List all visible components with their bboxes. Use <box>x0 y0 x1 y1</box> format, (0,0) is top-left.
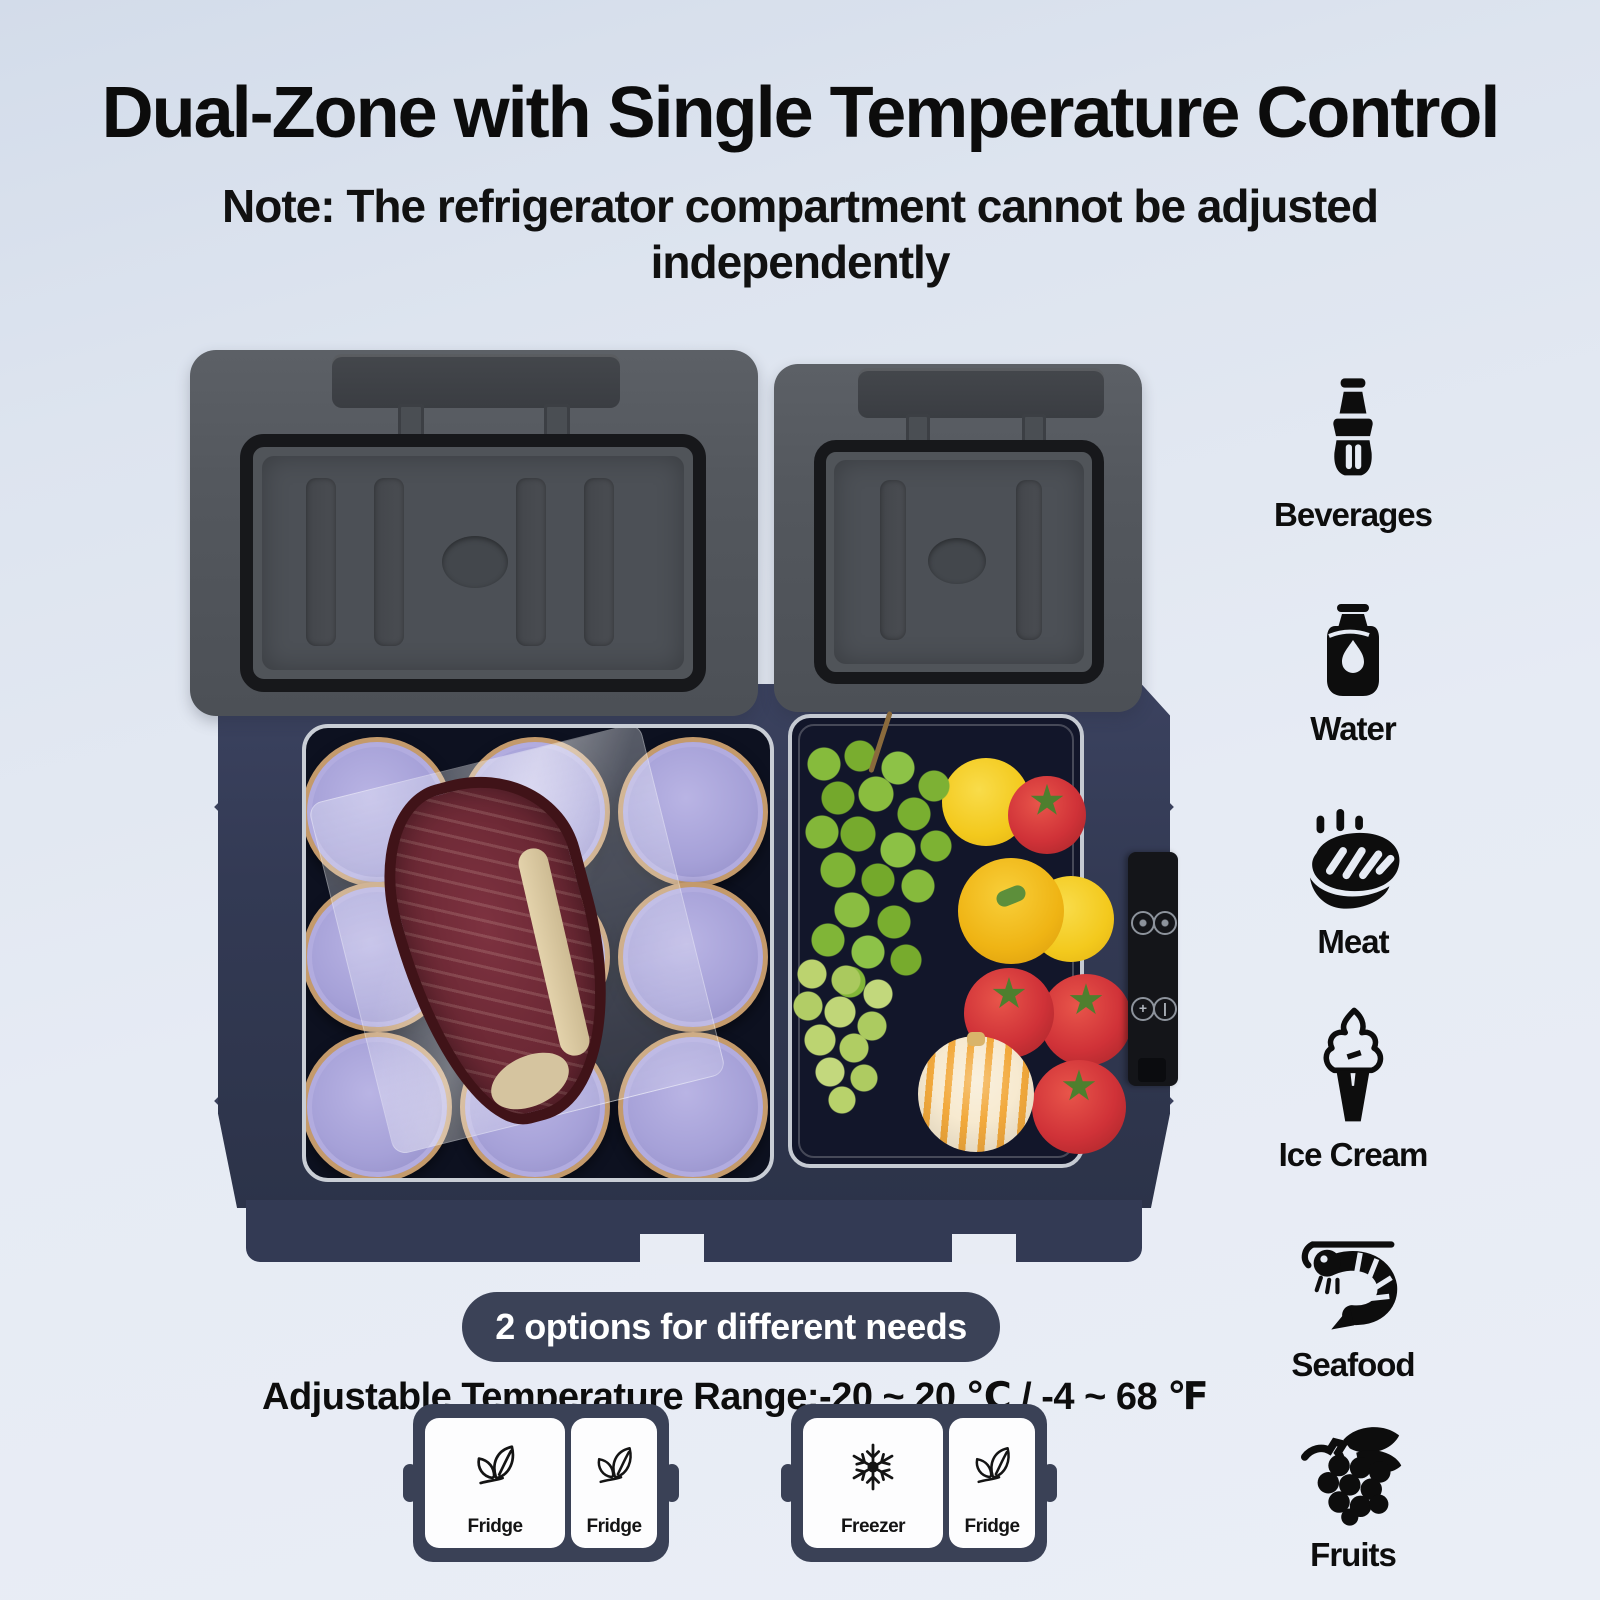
bell-pepper <box>958 858 1064 964</box>
steak-icon <box>1292 775 1414 915</box>
lid-rib <box>516 478 546 646</box>
category-item-beverages: Beverages <box>1243 348 1463 534</box>
compartment-label: Fridge <box>964 1516 1020 1537</box>
lid-rib <box>880 480 906 640</box>
tomato <box>1032 1060 1126 1154</box>
category-item-seafood: Seafood <box>1243 1198 1463 1384</box>
shrimp-icon <box>1296 1198 1410 1338</box>
page-title: Dual-Zone with Single Temperature Contro… <box>101 73 1501 153</box>
category-label: Seafood <box>1291 1346 1415 1383</box>
food-cup <box>306 1032 452 1178</box>
card-compartment: Fridge <box>425 1418 565 1548</box>
snowflake-icon <box>847 1418 899 1516</box>
grapes-icon <box>1294 1388 1412 1528</box>
lid-recess <box>928 538 986 584</box>
category-label: Beverages <box>1274 496 1433 533</box>
lid-rib <box>584 478 614 646</box>
compartment-label: Fridge <box>467 1516 523 1537</box>
option-card-freezer-fridge: Freezer Fridge <box>781 1404 1057 1562</box>
tomato <box>1040 974 1132 1066</box>
category-item-fruits: Fruits <box>1243 1388 1463 1574</box>
lid-recess <box>442 536 508 588</box>
category-label: Meat <box>1317 923 1389 960</box>
category-label: Ice Cream <box>1278 1136 1429 1173</box>
power-button: | <box>1153 997 1177 1021</box>
category-label: Water <box>1310 710 1396 747</box>
options-badge: 2 options for different needs <box>462 1292 1000 1362</box>
lid-rib <box>374 478 404 646</box>
category-item-water: Water <box>1243 562 1463 748</box>
note-line-1: Note: The refrigerator compartment canno… <box>222 180 1379 232</box>
mini-pumpkin <box>918 1032 1034 1152</box>
option-card-fridge-fridge: Fridge Fridge <box>403 1404 679 1562</box>
left-lid-latch <box>332 354 620 408</box>
light-grapes-cluster <box>784 950 914 1150</box>
lid-rib <box>1016 480 1042 640</box>
panel-connector <box>1138 1058 1166 1082</box>
base-notch <box>952 1234 1016 1264</box>
card-compartment: Freezer <box>803 1418 943 1548</box>
plus-button: + <box>1131 997 1155 1021</box>
settings-button <box>1153 911 1177 935</box>
card-compartment: Fridge <box>949 1418 1035 1548</box>
temp-unit-button <box>1131 911 1155 935</box>
compartment-label: Fridge <box>586 1516 642 1537</box>
ice-cream-icon <box>1314 988 1392 1128</box>
note-text: Note: The refrigerator compartment canno… <box>0 178 1600 290</box>
base-notch <box>640 1234 704 1264</box>
leaf-icon <box>468 1418 522 1516</box>
leaf-icon <box>967 1418 1017 1516</box>
compartment-label: Freezer <box>840 1516 906 1537</box>
category-label: Fruits <box>1310 1536 1397 1573</box>
bottle-icon <box>1320 348 1386 488</box>
freezer-compartment <box>302 724 774 1182</box>
water-jug-icon <box>1321 562 1385 702</box>
temperature-range: Adjustable Temperature Range:-20 ~ 20 ℃ … <box>262 1376 1208 1418</box>
lid-rib <box>306 478 336 646</box>
food-cup <box>618 1032 768 1178</box>
category-item-ice-cream: Ice Cream <box>1243 988 1463 1174</box>
category-item-meat: Meat <box>1243 775 1463 961</box>
card-compartment: Fridge <box>571 1418 657 1548</box>
note-line-2: independently <box>650 236 951 288</box>
food-cup <box>618 882 768 1032</box>
tomato <box>1008 776 1086 854</box>
fridge-compartment <box>784 710 1132 1168</box>
control-panel: + | <box>1128 852 1178 1086</box>
leaf-icon <box>589 1418 639 1516</box>
right-lid-latch <box>858 368 1104 418</box>
